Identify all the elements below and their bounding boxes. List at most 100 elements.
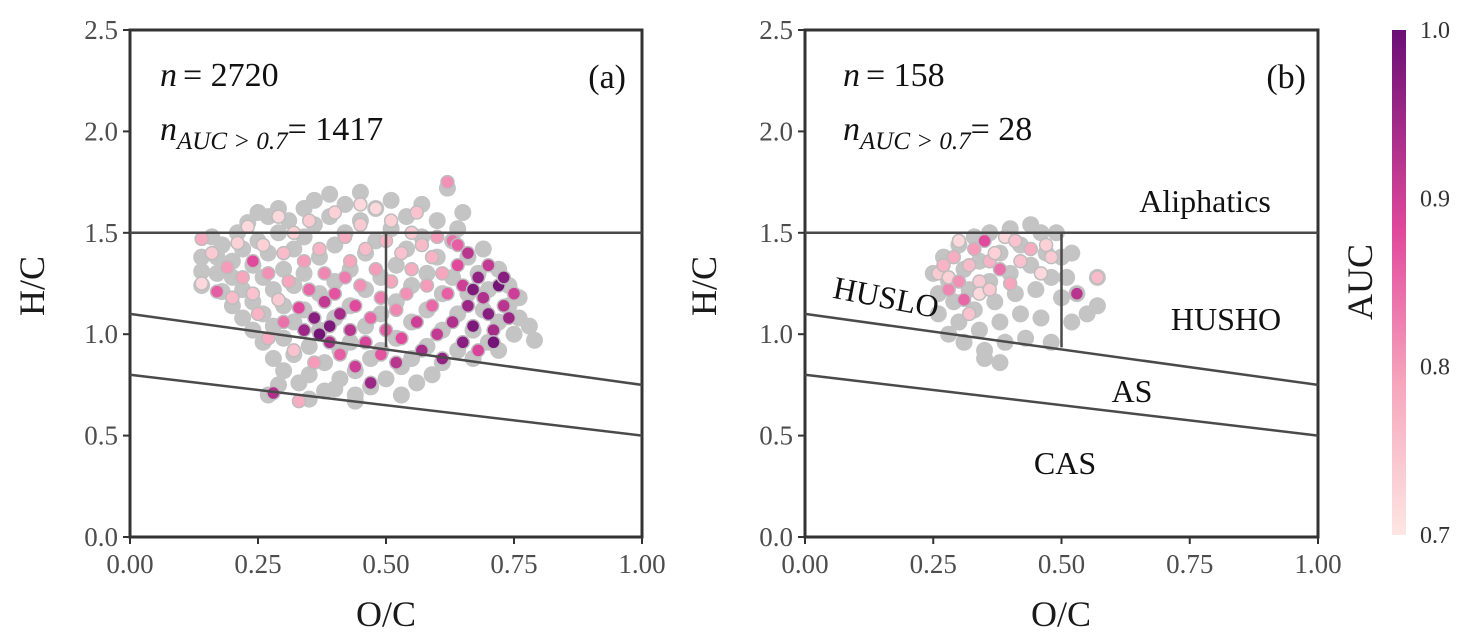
x-tick-label: 1.00 [1294, 549, 1341, 579]
plot-area-a: 0.0 0.5 1.0 1.5 2.0 2.5 0.00 0.25 0.50 0.75 1.00 [84, 15, 665, 579]
auc-point [486, 335, 501, 350]
auc-point [1069, 286, 1085, 301]
panel-label-b: (b) [1266, 59, 1306, 96]
auc-point [460, 298, 476, 314]
auc-point [260, 331, 276, 346]
auc-point [348, 298, 363, 314]
auc-point [1043, 249, 1059, 265]
boundary-line [129, 373, 643, 437]
auc-point [967, 241, 982, 257]
gray-point [351, 183, 369, 201]
annotation-n-b: n = 158 nAUC > 0.7= 28 [843, 57, 1032, 155]
x-tick-label: 0.75 [1166, 549, 1213, 579]
auc-point [470, 343, 486, 358]
auc-point [951, 233, 967, 249]
boundary-line [129, 312, 643, 387]
y-tick-label: 0.0 [759, 522, 793, 552]
region-label-aliphatics: Aliphatics [1139, 183, 1271, 219]
colorbar-gradient [1392, 30, 1406, 535]
auc-point [506, 286, 522, 301]
auc-point [353, 197, 368, 212]
auc-point [388, 302, 404, 318]
gray-point [454, 204, 472, 222]
gray-point [341, 333, 359, 351]
auc-point [358, 241, 373, 257]
x-tick-label: 0.00 [106, 549, 153, 579]
x-tick-label: 0.50 [362, 549, 409, 579]
gray-point [305, 191, 323, 209]
auc-point [332, 306, 348, 322]
gray-point [976, 350, 994, 368]
region-label-huslo: HUSLO [830, 269, 942, 325]
gray-point [1017, 329, 1035, 347]
auc-point [419, 278, 435, 293]
y-axis-title-b: H/C [684, 256, 724, 316]
auc-point [281, 274, 296, 289]
auc-point [440, 286, 455, 301]
y-tick-label: 1.5 [84, 218, 118, 248]
boundary-line [804, 312, 1319, 387]
gray-point [408, 374, 426, 392]
gray-point [300, 366, 318, 384]
auc-point [204, 245, 220, 261]
gray-point [929, 305, 947, 323]
gray-point [991, 354, 1009, 372]
auc-point [337, 270, 353, 285]
nauc-symbol-b: n [843, 111, 860, 148]
auc-point [317, 294, 332, 310]
auc-point [486, 322, 501, 338]
y-tick-label: 0.0 [84, 522, 118, 552]
gray-point [387, 256, 405, 274]
colorbar-title: AUC [1340, 244, 1380, 320]
gray-point [275, 329, 293, 347]
y-tick-label: 2.5 [84, 15, 118, 45]
colorbar-ticks: 1.0 0.9 0.8 0.7 [1420, 18, 1450, 549]
auc-point [961, 306, 977, 322]
auc-point [322, 318, 337, 334]
auc-point [317, 266, 332, 281]
auc-point [230, 235, 245, 251]
auc-point [476, 290, 491, 305]
auc-point [301, 213, 317, 228]
gray-point [1063, 313, 1081, 331]
auc-point [429, 326, 445, 342]
gray-point [300, 337, 318, 355]
auc-point [394, 245, 409, 261]
gray-point [423, 366, 441, 384]
x-tick-label: 0.25 [234, 549, 281, 579]
auc-point [424, 249, 440, 265]
auc-point [286, 343, 302, 358]
auc-point [1013, 253, 1028, 269]
auc-point [383, 213, 399, 228]
gray-point [392, 386, 410, 404]
auc-point [951, 274, 967, 289]
y-tick-label: 2.0 [84, 116, 118, 146]
x-tick-label: 0.00 [781, 549, 828, 579]
x-axis-title-a: O/C [356, 594, 416, 634]
panel-a: H/C O/C 0.00.51.01.52.02.50.00 0.25 0.50 0.… [12, 15, 666, 634]
auc-point [440, 174, 455, 190]
auc-point [194, 276, 209, 291]
gray-point [275, 260, 293, 278]
auc-point [961, 257, 977, 273]
auc-point [342, 253, 358, 269]
n-symbol-a: n [160, 57, 177, 94]
colorbar-tick-label: 1.0 [1420, 18, 1450, 44]
auc-point [368, 201, 384, 216]
boundary-line [804, 373, 1319, 437]
colorbar-tick-label: 0.8 [1420, 355, 1450, 381]
auc-point [291, 300, 307, 316]
auc-point [276, 245, 291, 261]
auc-point [409, 314, 424, 330]
gray-point [1063, 244, 1081, 262]
x-tick-label: 1.00 [618, 549, 665, 579]
auc-point [296, 253, 312, 269]
gray-point [955, 333, 973, 351]
auc-point [348, 359, 363, 374]
auc-point [481, 257, 496, 273]
gray-point [525, 331, 543, 349]
auc-point [1023, 241, 1038, 257]
gray-point [520, 317, 538, 335]
gray-point [428, 212, 446, 230]
